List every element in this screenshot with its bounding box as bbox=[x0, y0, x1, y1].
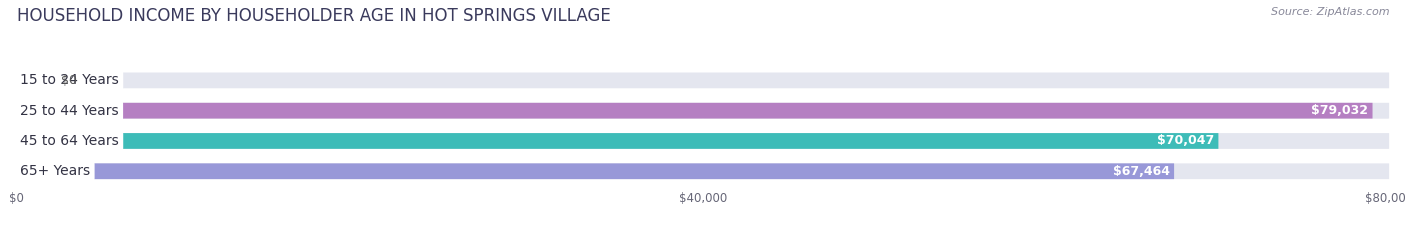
Text: $67,464: $67,464 bbox=[1114, 165, 1170, 178]
Text: 65+ Years: 65+ Years bbox=[20, 164, 90, 178]
Bar bbox=[17, 88, 1389, 103]
FancyBboxPatch shape bbox=[17, 103, 1372, 119]
Text: 45 to 64 Years: 45 to 64 Years bbox=[20, 134, 118, 148]
Text: 15 to 24 Years: 15 to 24 Years bbox=[20, 73, 118, 87]
FancyBboxPatch shape bbox=[17, 133, 1219, 149]
FancyBboxPatch shape bbox=[17, 133, 1389, 149]
Bar bbox=[17, 119, 1389, 133]
Bar bbox=[17, 88, 1389, 103]
FancyBboxPatch shape bbox=[17, 163, 1389, 179]
Bar bbox=[17, 149, 1389, 163]
Bar bbox=[17, 149, 1389, 163]
FancyBboxPatch shape bbox=[17, 163, 1174, 179]
FancyBboxPatch shape bbox=[17, 103, 1389, 119]
Text: $0: $0 bbox=[60, 74, 77, 87]
Bar bbox=[17, 179, 1389, 194]
FancyBboxPatch shape bbox=[17, 72, 1389, 88]
Bar bbox=[17, 58, 1389, 72]
Text: HOUSEHOLD INCOME BY HOUSEHOLDER AGE IN HOT SPRINGS VILLAGE: HOUSEHOLD INCOME BY HOUSEHOLDER AGE IN H… bbox=[17, 7, 610, 25]
Text: $79,032: $79,032 bbox=[1312, 104, 1368, 117]
Bar bbox=[17, 119, 1389, 133]
Text: 25 to 44 Years: 25 to 44 Years bbox=[20, 104, 118, 118]
Text: Source: ZipAtlas.com: Source: ZipAtlas.com bbox=[1271, 7, 1389, 17]
Text: $70,047: $70,047 bbox=[1157, 134, 1215, 147]
